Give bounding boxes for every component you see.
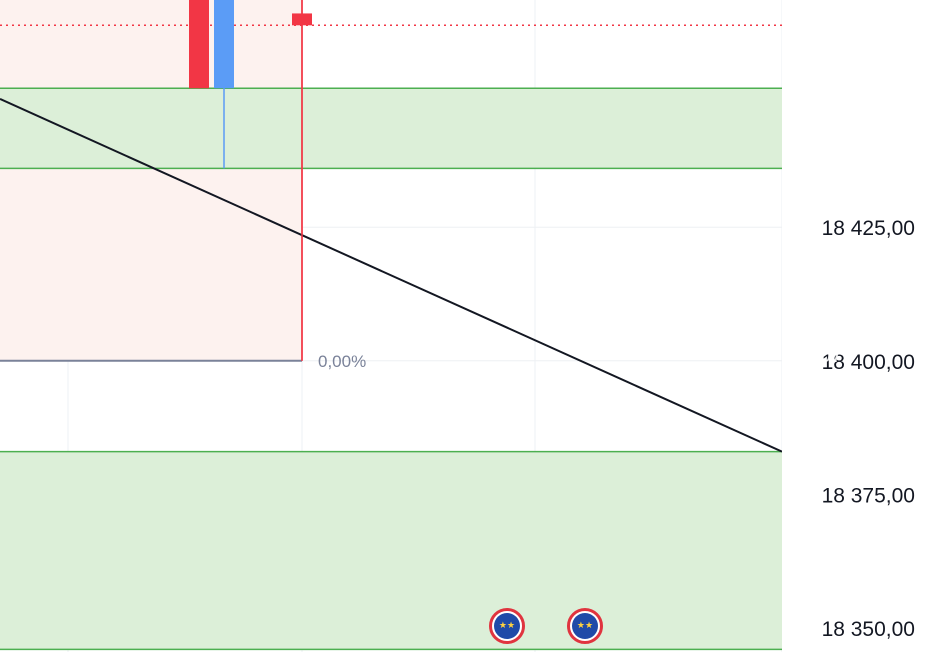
candle-body bbox=[189, 0, 209, 89]
price-tick-label: 18 400,00 bbox=[822, 351, 915, 374]
zone-rect bbox=[0, 451, 782, 650]
trendlines-layer bbox=[0, 98, 783, 453]
candle-body bbox=[292, 13, 312, 26]
economic-event-marker[interactable]: ★★ bbox=[567, 608, 603, 644]
zones-layer bbox=[0, 0, 782, 651]
economic-event-marker[interactable]: ★★ bbox=[489, 608, 525, 644]
candle-body bbox=[214, 0, 234, 89]
candles-layer bbox=[189, 0, 312, 361]
price-tick-label: 18 375,00 bbox=[822, 484, 915, 507]
eu-flag-icon: ★★ bbox=[572, 613, 598, 639]
previous-month-open-badge: 18 492,36 bbox=[780, 233, 938, 265]
fib-label: 0,00% bbox=[318, 352, 366, 371]
eu-flag-icon: ★★ bbox=[494, 613, 520, 639]
fib-background bbox=[0, 0, 302, 361]
fib-labels-layer: 38,20%23,60%0,00% bbox=[318, 352, 366, 371]
trendline bbox=[0, 98, 783, 453]
current-price-value: 18 462,78 bbox=[790, 317, 884, 340]
price-tick-label: 18 350,00 bbox=[822, 618, 915, 641]
previous-month-open-value: 18 492,36 bbox=[790, 237, 884, 260]
price-axis-bg bbox=[782, 0, 938, 657]
price-tick-label: 18 425,00 bbox=[822, 217, 915, 240]
candle-countdown: 03:07 bbox=[790, 344, 843, 367]
current-price-badge: 18 462,78 03:07 bbox=[780, 312, 938, 373]
zone-rect bbox=[0, 88, 782, 169]
